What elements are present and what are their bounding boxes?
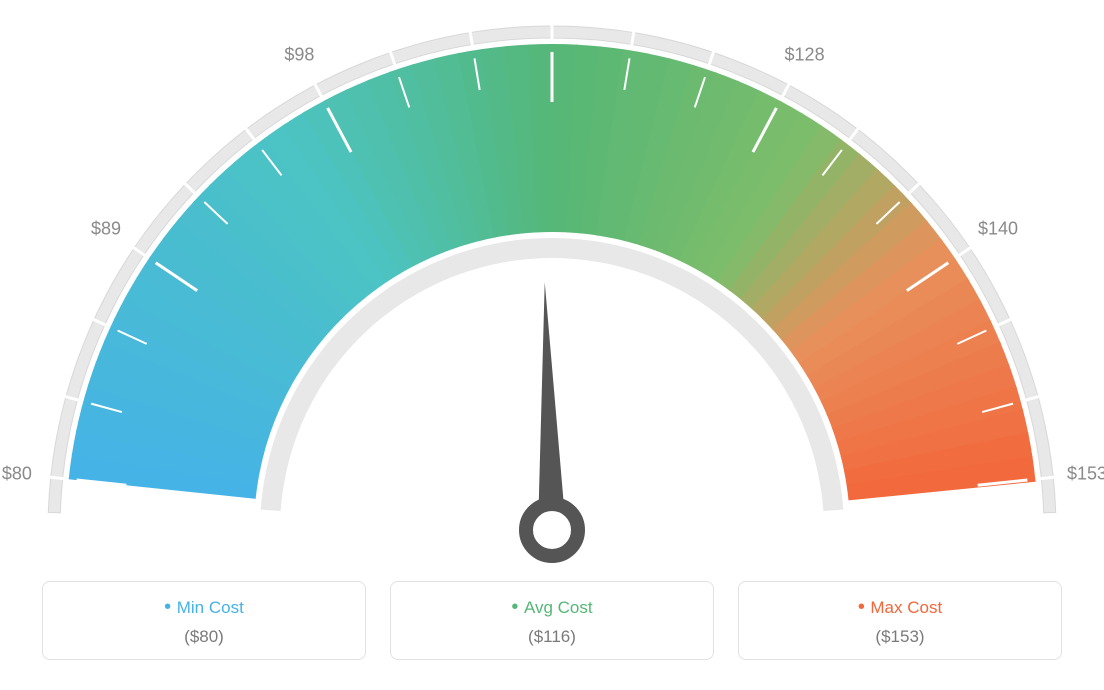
gauge-chart-container: $80 $89 $98 $116 $128 $140 $153 Min Cost ($80)… xyxy=(0,0,1104,690)
legend-value-avg: ($116) xyxy=(391,627,713,647)
legend-card-max: Max Cost ($153) xyxy=(738,581,1062,660)
gauge-ring-tick xyxy=(47,477,67,479)
gauge-svg xyxy=(0,0,1104,570)
legend-card-avg: Avg Cost ($116) xyxy=(390,581,714,660)
gauge-area: $80 $89 $98 $116 $128 $140 $153 xyxy=(0,0,1104,570)
legend-value-max: ($153) xyxy=(739,627,1061,647)
gauge-needle xyxy=(538,282,566,530)
gauge-ring-tick xyxy=(470,29,473,49)
legend-card-min: Min Cost ($80) xyxy=(42,581,366,660)
gauge-ring-tick xyxy=(1037,477,1057,479)
gauge-tick-label: $116 xyxy=(533,0,572,3)
gauge-tick-label: $80 xyxy=(2,463,32,484)
gauge-tick-label: $98 xyxy=(284,44,314,65)
gauge-tick-label: $153 xyxy=(1067,463,1104,484)
gauge-ring-tick xyxy=(631,29,634,49)
legend-label-max: Max Cost xyxy=(739,596,1061,619)
gauge-tick-label: $140 xyxy=(978,219,1018,240)
gauge-tick-label: $89 xyxy=(91,219,121,240)
legend-label-avg: Avg Cost xyxy=(391,596,713,619)
gauge-tick-label: $128 xyxy=(785,44,825,65)
gauge-hub xyxy=(526,504,578,556)
legend-value-min: ($80) xyxy=(43,627,365,647)
legend-label-min: Min Cost xyxy=(43,596,365,619)
legend-row: Min Cost ($80) Avg Cost ($116) Max Cost … xyxy=(42,581,1062,660)
